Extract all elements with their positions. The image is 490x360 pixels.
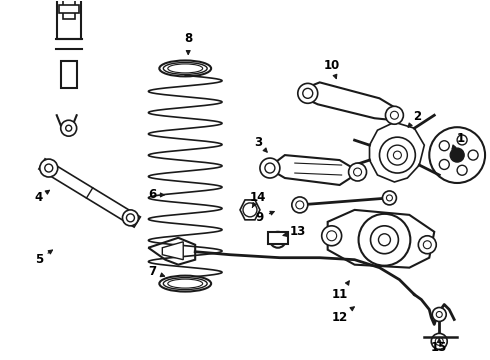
Polygon shape: [369, 122, 424, 182]
Ellipse shape: [159, 276, 211, 292]
Circle shape: [348, 163, 367, 181]
Circle shape: [436, 311, 442, 318]
Polygon shape: [305, 82, 399, 120]
Text: 1: 1: [452, 132, 465, 149]
Circle shape: [418, 236, 436, 254]
Circle shape: [391, 111, 398, 119]
Circle shape: [354, 168, 362, 176]
Circle shape: [298, 84, 318, 103]
Circle shape: [457, 165, 467, 175]
Circle shape: [387, 195, 392, 201]
Text: 9: 9: [256, 211, 274, 224]
Polygon shape: [328, 210, 434, 268]
FancyBboxPatch shape: [59, 5, 78, 13]
Circle shape: [303, 88, 313, 98]
Circle shape: [435, 337, 443, 345]
Circle shape: [429, 127, 485, 183]
Text: 12: 12: [332, 307, 354, 324]
FancyBboxPatch shape: [63, 0, 74, 19]
Text: 10: 10: [323, 59, 340, 78]
Text: 7: 7: [148, 265, 165, 278]
Text: 8: 8: [184, 32, 193, 54]
Circle shape: [386, 106, 403, 124]
Polygon shape: [268, 155, 360, 185]
Circle shape: [388, 145, 407, 165]
Text: 11: 11: [332, 281, 349, 301]
Circle shape: [260, 158, 280, 178]
Text: 4: 4: [35, 190, 49, 204]
Circle shape: [454, 152, 460, 158]
Text: 5: 5: [35, 250, 52, 266]
Circle shape: [393, 151, 401, 159]
Circle shape: [270, 232, 286, 248]
FancyBboxPatch shape: [57, 0, 81, 39]
Circle shape: [322, 226, 342, 246]
Polygon shape: [148, 238, 195, 265]
Circle shape: [383, 191, 396, 205]
Circle shape: [292, 197, 308, 213]
FancyBboxPatch shape: [268, 232, 288, 244]
Circle shape: [432, 307, 446, 321]
Polygon shape: [162, 242, 183, 260]
Circle shape: [431, 333, 447, 349]
Circle shape: [468, 150, 478, 160]
Circle shape: [440, 141, 449, 151]
Circle shape: [265, 163, 275, 173]
Circle shape: [450, 148, 464, 162]
Circle shape: [122, 210, 138, 226]
Circle shape: [327, 231, 337, 241]
Circle shape: [243, 203, 257, 217]
Circle shape: [423, 241, 431, 249]
Circle shape: [274, 236, 282, 244]
FancyBboxPatch shape: [61, 62, 76, 88]
Ellipse shape: [159, 60, 211, 76]
Circle shape: [45, 164, 53, 172]
Circle shape: [126, 214, 134, 222]
Text: 13: 13: [283, 225, 306, 238]
Circle shape: [457, 135, 467, 145]
Circle shape: [296, 201, 304, 209]
Polygon shape: [240, 200, 260, 220]
Circle shape: [370, 226, 398, 254]
Polygon shape: [39, 159, 140, 227]
Circle shape: [379, 137, 416, 173]
Circle shape: [378, 234, 391, 246]
Circle shape: [359, 214, 410, 266]
Circle shape: [61, 120, 76, 136]
Circle shape: [40, 159, 58, 177]
Text: 6: 6: [148, 188, 164, 202]
Text: 15: 15: [431, 338, 447, 354]
Text: 3: 3: [254, 136, 267, 152]
Text: 2: 2: [408, 110, 421, 127]
Circle shape: [66, 125, 72, 131]
Text: 14: 14: [250, 192, 266, 207]
Circle shape: [440, 159, 449, 170]
